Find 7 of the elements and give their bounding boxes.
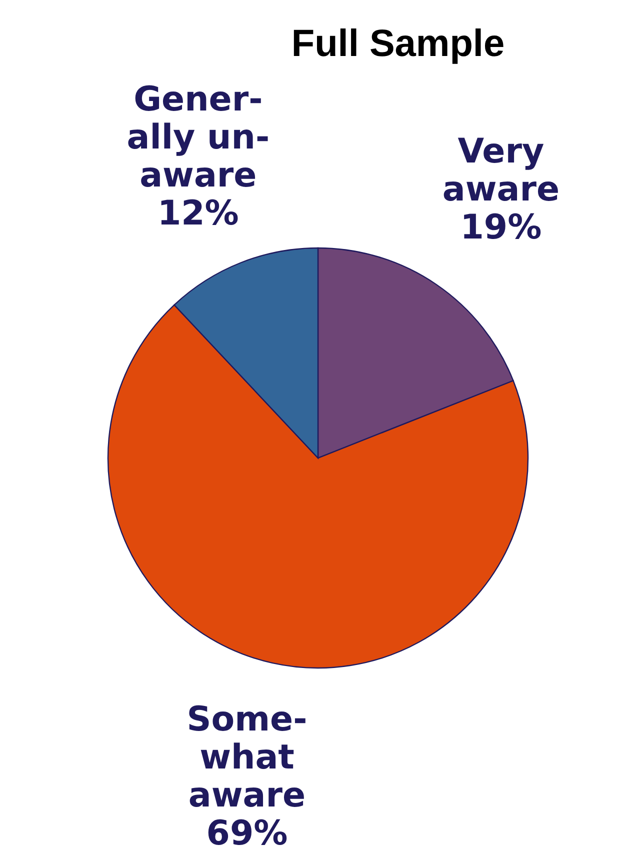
data-label: 12% bbox=[157, 193, 239, 234]
slice-label: Very aware bbox=[442, 132, 560, 210]
chart-title: Full Sample bbox=[291, 23, 505, 65]
slice-label: Some- what aware bbox=[186, 700, 308, 816]
data-label: 69% bbox=[206, 814, 288, 851]
data-label: 19% bbox=[460, 208, 542, 248]
slice-label: Gener- ally un- aware bbox=[126, 79, 270, 196]
